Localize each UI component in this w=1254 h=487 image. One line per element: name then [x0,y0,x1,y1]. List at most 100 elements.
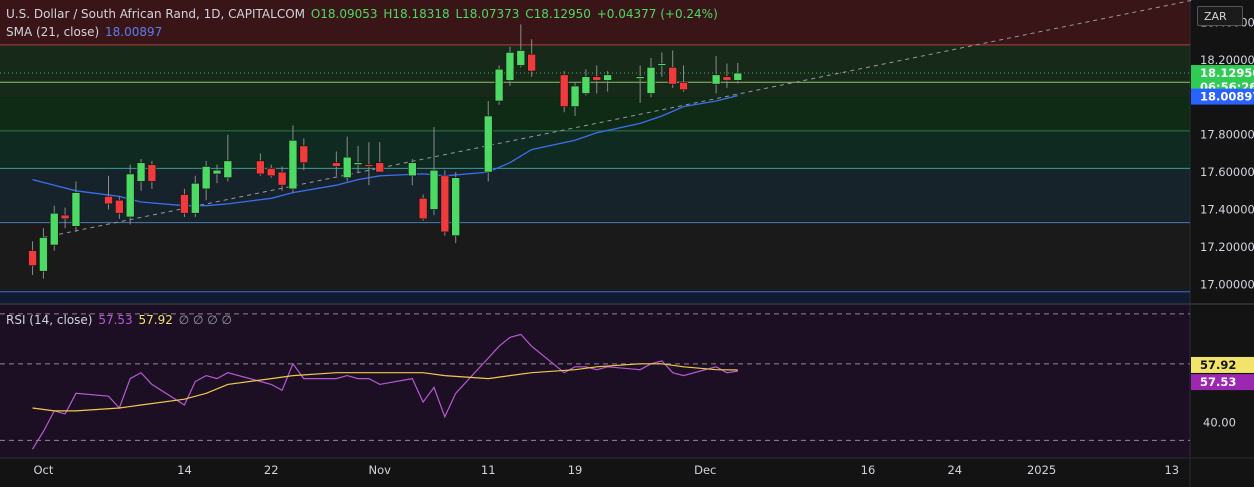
time-axis: Oct 14 22 Nov 11 19 Dec 16 24 2025 13 [33,463,1179,477]
candle-body [180,194,189,214]
time-tick-label: 13 [1164,463,1179,477]
candle-41 [646,57,656,98]
sma-price-tag-bg [1191,88,1254,105]
candle-15 [256,153,265,176]
ohlc-open: O18.09053 [310,7,378,21]
candle-14 [223,134,233,182]
rsi-tag-text: 57.53 [1200,375,1236,389]
price-zone-6 [0,291,1190,303]
price-zone-4 [0,168,1190,223]
candle-17 [277,166,287,191]
candle-40 [635,65,645,103]
candle-18 [288,125,298,193]
candle-body [39,237,48,272]
sma-price-tag: 18.00897 [1191,88,1254,105]
sma-line [32,94,738,207]
candle-36 [570,82,580,116]
candle-21 [342,136,352,182]
candle-2 [49,205,59,251]
candle-body [212,169,222,175]
candle-body [505,52,515,81]
price-tick-label: 18.20000 [1200,53,1254,67]
ohlc-close: C18.12950 [525,7,591,21]
candle-body [256,160,265,175]
candle-body [440,175,450,233]
candle-body [722,76,732,81]
candle-43 [668,50,678,88]
candle-body [266,168,276,177]
candle-20 [332,151,341,176]
candle-19 [299,138,309,171]
candle-body [223,160,233,178]
candle-27 [429,127,439,216]
ohlc-low: L18.07373 [455,7,520,21]
time-tick-label: 2025 [1027,463,1056,477]
ohlc-high: H18.18318 [383,7,450,21]
price-tick-label: 17.00000 [1200,277,1254,291]
candle-10 [180,188,189,217]
candle-body [679,81,688,91]
time-tick-label: Nov [369,463,392,477]
candle-body [592,76,602,81]
candle-body [418,197,428,220]
time-tick-label: 16 [861,463,876,477]
price-tick-label: 17.80000 [1200,128,1254,142]
currency-button[interactable]: ZAR [1197,6,1243,26]
sma-price-tag-text: 18.00897 [1200,90,1254,104]
candle-31 [494,65,504,105]
candle-37 [581,69,591,96]
price-tick-label: 17.60000 [1200,165,1254,179]
rsi-ma-tag-bg [1191,356,1254,373]
candle-29 [451,172,461,244]
rsi-ma-tag-text: 57.92 [1200,358,1236,372]
sma-legend: SMA (21, close) 18.00897 [6,25,164,39]
candle-body [115,199,124,214]
time-tick-label: 24 [947,463,962,477]
time-tick-label: 19 [568,463,583,477]
candle-body [668,67,678,85]
candle-body [635,76,645,79]
price-zone-3 [0,130,1190,169]
time-tick-label: 11 [481,463,496,477]
candle-body [104,196,113,205]
candle-body [527,53,536,72]
symbol-legend: U.S. Dollar / South African Rand, 1D, CA… [6,7,720,21]
rsi-tag: 57.53 [1191,374,1254,391]
ohlc-change: +0.04377 (+0.24%) [596,7,718,21]
candle-body [581,76,591,94]
candle-7 [125,164,135,225]
rsi-levels [0,313,1190,441]
candle-12 [201,160,211,201]
candle-8 [136,158,146,191]
candle-22 [353,145,363,173]
candle-body [353,162,363,165]
candle-body [364,164,374,167]
rsi-ma-value: 57.92 [138,313,173,327]
candle-30 [483,101,493,182]
trendline [43,0,1194,239]
candle-body [483,115,493,173]
price-tick-label: 17.40000 [1200,202,1254,216]
candle-33 [516,24,526,68]
sma-value: 18.00897 [105,25,163,39]
candle-body [125,173,135,218]
candle-body [136,162,146,182]
candle-body [733,72,743,81]
candle-13 [212,164,222,184]
candle-body [603,74,612,81]
candle-body [288,139,298,190]
candle-0 [28,241,37,275]
candle-4 [71,181,81,232]
rsi-legend: RSI (14, close) 57.53 57.92 ∅ ∅ ∅ ∅ [6,313,234,327]
candle-1 [39,228,48,279]
candle-body [516,50,526,66]
candle-body [429,169,439,210]
price-zone-5 [0,222,1190,292]
candle-38 [592,65,602,94]
rsi-label: RSI (14, close) [6,313,93,327]
time-tick-label: Dec [694,463,716,477]
symbol-title: U.S. Dollar / South African Rand, 1D, CA… [6,7,306,21]
candle-body [201,166,211,190]
